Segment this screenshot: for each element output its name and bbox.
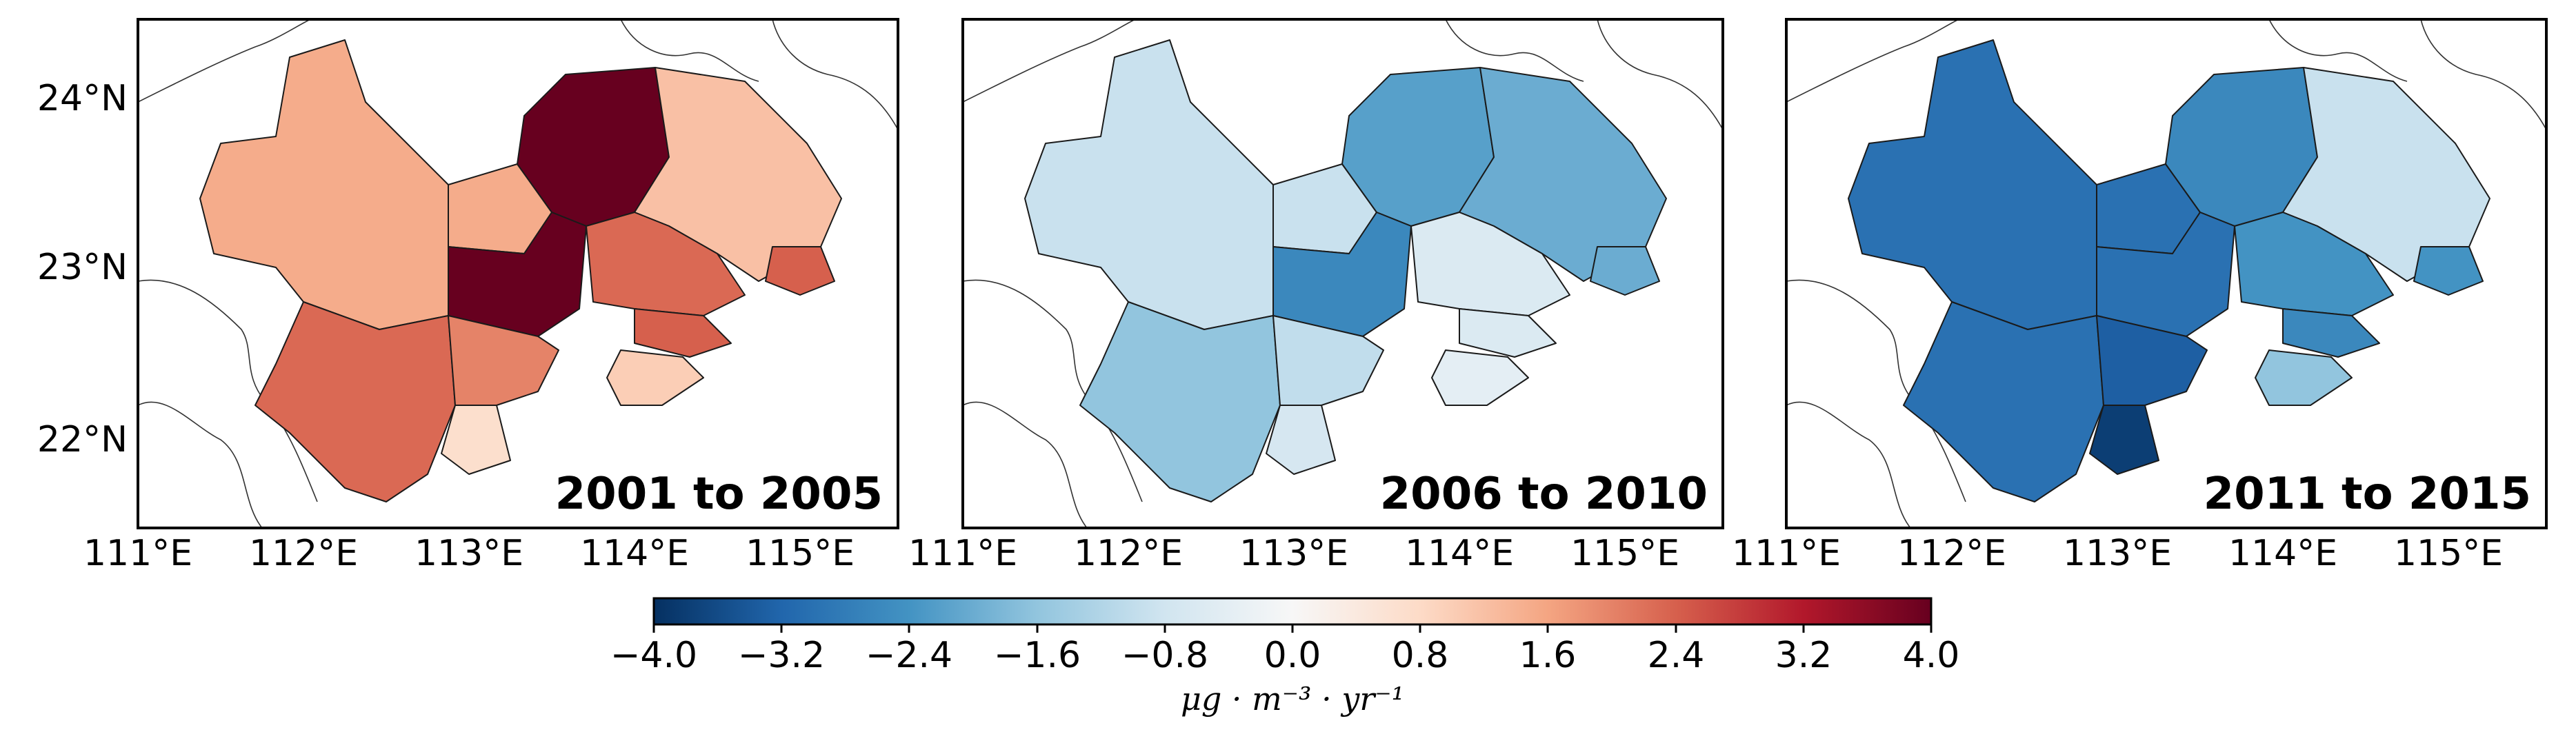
colorbar-tick-label: −1.6: [994, 635, 1081, 676]
lon-tick-label: 112°E: [1074, 533, 1183, 574]
lon-tick-label: 112°E: [249, 533, 358, 574]
colorbar-tick-label: 4.0: [1903, 635, 1960, 676]
region-hong-kong: [2255, 349, 2353, 406]
region-huizhou: [2282, 67, 2490, 282]
lat-tick-label: 22°N: [37, 419, 128, 460]
lon-tick-label: 113°E: [2063, 533, 2172, 574]
region-dongguan: [586, 212, 746, 316]
panel-title: 2006 to 2010: [1380, 469, 1708, 520]
region-macau: [765, 246, 835, 296]
colorbar-tick-label: −2.4: [866, 635, 952, 676]
lon-tick-label: 113°E: [1239, 533, 1348, 574]
colorbar-ticks: [652, 624, 1933, 633]
lat-axis: 24°N 23°N 22°N: [37, 78, 128, 460]
colorbar-gradient: [652, 597, 1933, 626]
colorbar-tick-label: −3.2: [738, 635, 825, 676]
region-huizhou: [634, 67, 842, 282]
colorbar-unit-label: μg · m⁻³ · yr⁻¹: [1181, 680, 1404, 717]
lon-tick-label: 111°E: [83, 533, 192, 574]
region-hong-kong: [1431, 349, 1529, 406]
lon-tick-label: 114°E: [2228, 533, 2337, 574]
region-hong-kong: [606, 349, 704, 406]
colorbar-tick-label: 0.0: [1264, 635, 1321, 676]
colorbar-tick-label: −4.0: [610, 635, 697, 676]
colorbar-tick-label: 1.6: [1519, 635, 1577, 676]
region-macau: [1590, 246, 1660, 296]
lon-axis-p3: 111°E 112°E 113°E 114°E 115°E: [1732, 533, 2503, 574]
region-shenzhen: [634, 308, 732, 358]
colorbar-tick-label: 0.8: [1392, 635, 1449, 676]
map-panel-2011: 2011 to 2015: [1785, 18, 2548, 529]
region-dongguan: [1410, 212, 1570, 316]
colorbar-tick-label: 3.2: [1775, 635, 1833, 676]
region-zhaoqing: [199, 39, 449, 330]
region-zhuhai: [441, 405, 511, 475]
colorbar: −4.0 −3.2 −2.4 −1.6 −0.8 0.0 0.8 1.6 2.4…: [610, 597, 1959, 717]
panel-title: 2001 to 2005: [555, 469, 883, 520]
lon-tick-label: 114°E: [580, 533, 689, 574]
lon-tick-label: 113°E: [415, 533, 523, 574]
colorbar-tick-label: −0.8: [1121, 635, 1208, 676]
lon-tick-label: 115°E: [2394, 533, 2503, 574]
region-zhaoqing: [1848, 39, 2097, 330]
lon-tick-label: 115°E: [746, 533, 855, 574]
map-panel-2006: 2006 to 2010: [961, 18, 1724, 529]
region-huizhou: [1459, 67, 1667, 282]
panel-frame: [137, 18, 899, 529]
region-jiangmen: [1079, 301, 1281, 502]
lon-tick-label: 115°E: [1570, 533, 1679, 574]
colorbar-tick-label: 2.4: [1648, 635, 1705, 676]
lon-tick-label: 114°E: [1405, 533, 1514, 574]
lon-tick-label: 111°E: [1732, 533, 1841, 574]
lon-axis-p2: 111°E 112°E 113°E 114°E 115°E: [908, 533, 1679, 574]
lat-tick-label: 24°N: [37, 78, 128, 119]
lon-tick-label: 111°E: [908, 533, 1017, 574]
lat-tick-label: 23°N: [37, 247, 128, 288]
region-zhuhai: [2089, 405, 2159, 475]
region-macau: [2413, 246, 2484, 296]
lon-tick-label: 112°E: [1897, 533, 2006, 574]
panel-frame: [961, 18, 1724, 529]
lon-axis-p1: 111°E 112°E 113°E 114°E 115°E: [83, 533, 855, 574]
colorbar-labels: −4.0 −3.2 −2.4 −1.6 −0.8 0.0 0.8 1.6 2.4…: [610, 635, 1959, 676]
map-panel-2001: 2001 to 2005: [137, 18, 899, 529]
region-zhaoqing: [1024, 39, 1274, 330]
panel-title: 2011 to 2015: [2204, 469, 2531, 520]
panel-frame: [1785, 18, 2548, 529]
region-jiangmen: [1903, 301, 2104, 502]
region-zhuhai: [1266, 405, 1336, 475]
region-dongguan: [2234, 212, 2394, 316]
region-shenzhen: [1459, 308, 1557, 358]
region-shenzhen: [2282, 308, 2380, 358]
region-jiangmen: [254, 301, 456, 502]
